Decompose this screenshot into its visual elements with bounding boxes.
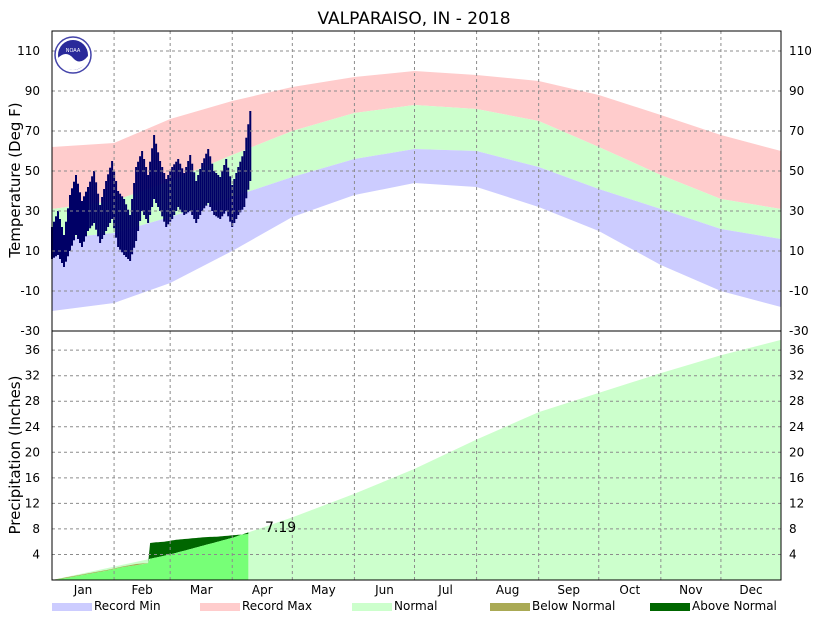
precip-tick-left: 32 <box>25 369 40 383</box>
precip-tick-right: 8 <box>789 522 797 536</box>
precip-tick-right: 36 <box>789 343 804 357</box>
precip-tick-left: 8 <box>32 522 40 536</box>
legend-swatch <box>490 603 530 611</box>
temp-tick-right: 90 <box>789 84 804 98</box>
precip-tick-right: 20 <box>789 445 804 459</box>
precipitation-axis-label: Precipitation (Inches) <box>6 376 24 535</box>
temp-tick-right: 70 <box>789 124 804 138</box>
temp-tick-left: 90 <box>25 84 40 98</box>
legend: Record Min Record Max Normal Below Normal Ab… <box>52 599 777 613</box>
temperature-axis-label: Temperature (Deg F) <box>6 102 24 258</box>
legend-label: Record Min <box>94 599 161 613</box>
month-tick-label: Jun <box>374 583 394 597</box>
precip-tick-left: 36 <box>25 343 40 357</box>
precip-tick-left: 28 <box>25 394 40 408</box>
legend-label: Record Max <box>242 599 312 613</box>
legend-swatch <box>352 603 392 611</box>
temp-tick-right: -10 <box>789 284 809 298</box>
plot-frame <box>51 30 782 581</box>
precip-tick-right: 4 <box>789 547 797 561</box>
precip-tick-left: 4 <box>32 547 40 561</box>
precip-ytd-value-label: 7.19 <box>265 520 296 536</box>
chart-title: VALPARAISO, IN - 2018 <box>317 9 510 29</box>
legend-label: Normal <box>394 599 437 613</box>
precip-tick-right: 16 <box>789 471 804 485</box>
legend-label: Above Normal <box>692 599 777 613</box>
precip-tick-left: 12 <box>25 496 40 510</box>
temperature-panel <box>51 71 781 311</box>
precip-tick-right: 24 <box>789 420 804 434</box>
month-tick-label: Jan <box>73 583 93 597</box>
temp-tick-right: 30 <box>789 204 804 218</box>
precip-tick-left: 24 <box>25 420 40 434</box>
month-tick-label: May <box>311 583 336 597</box>
month-tick-label: Nov <box>679 583 702 597</box>
month-tick-label: Mar <box>190 583 213 597</box>
legend-label: Below Normal <box>532 599 615 613</box>
noaa-logo-text: NOAA <box>66 48 81 54</box>
precip-tick-left: 20 <box>25 445 40 459</box>
temp-tick-left: -10 <box>20 284 40 298</box>
temp-tick-left: 50 <box>25 164 40 178</box>
axes: 110 110 90 90 70 70 50 50 30 30 10 10 -10 -10 -30 -30 36… <box>17 30 812 597</box>
noaa-logo-icon: NOAA <box>54 36 92 74</box>
temp-tick-right: 50 <box>789 164 804 178</box>
observed-precip-area <box>52 534 249 580</box>
temp-tick-right: 10 <box>789 244 804 258</box>
temp-tick-left: 110 <box>17 44 40 58</box>
month-tick-label: Feb <box>131 583 152 597</box>
month-tick-label: Apr <box>252 583 273 597</box>
month-tick-label: Dec <box>739 583 762 597</box>
temp-tick-left: -30 <box>20 324 40 338</box>
precip-tick-right: 32 <box>789 369 804 383</box>
legend-swatch <box>52 603 92 611</box>
month-tick-label: Sep <box>557 583 580 597</box>
precip-tick-right: 28 <box>789 394 804 408</box>
legend-swatch <box>650 603 690 611</box>
temp-tick-right: -30 <box>789 324 809 338</box>
temp-tick-left: 30 <box>25 204 40 218</box>
temp-tick-left: 10 <box>25 244 40 258</box>
above-normal-precip <box>148 532 249 564</box>
below-normal-precip <box>52 562 151 580</box>
month-tick-label: Oct <box>619 583 640 597</box>
legend-swatch <box>200 603 240 611</box>
temp-tick-right: 110 <box>789 44 812 58</box>
precip-tick-left: 16 <box>25 471 40 485</box>
month-tick-label: Jul <box>437 583 452 597</box>
temp-tick-left: 70 <box>25 124 40 138</box>
month-tick-label: Aug <box>496 583 519 597</box>
precip-tick-right: 12 <box>789 496 804 510</box>
